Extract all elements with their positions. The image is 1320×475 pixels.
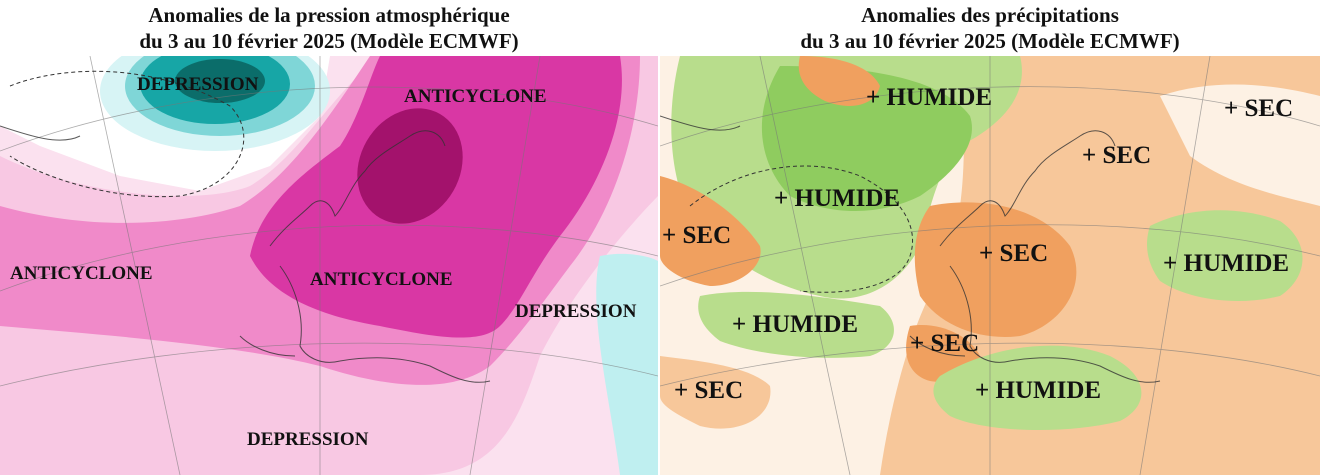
label-anticyclone-central-europe: ANTICYCLONE bbox=[310, 269, 453, 290]
label-humide-azores: + HUMIDE bbox=[732, 311, 859, 338]
label-sec-france: + SEC bbox=[979, 240, 1049, 267]
label-sec-west: + SEC bbox=[662, 222, 732, 249]
label-depression-east: DEPRESSION bbox=[515, 301, 637, 322]
label-anticyclone-atlantic: ANTICYCLONE bbox=[10, 263, 153, 284]
label-sec-northeast: + SEC bbox=[1224, 95, 1294, 122]
label-depression-south: DEPRESSION bbox=[247, 429, 369, 450]
pressure-anomaly-map: DEPRESSION ANTICYCLONE ANTICYCLONE ANTIC… bbox=[0, 56, 658, 475]
precipitation-anomaly-map: + HUMIDE + SEC + SEC + HUMIDE + SEC + SE… bbox=[660, 56, 1320, 475]
precip-map-title: Anomalies des précipitations du 3 au 10 … bbox=[660, 2, 1320, 54]
label-sec-scandinavia: + SEC bbox=[1082, 142, 1152, 169]
dry-spot-iceland bbox=[798, 56, 880, 106]
label-humide-atlantic: + HUMIDE bbox=[774, 185, 901, 212]
anomaly-contour bbox=[9, 70, 245, 198]
dry-zone-southwest bbox=[660, 356, 771, 429]
precip-title-line1: Anomalies des précipitations bbox=[861, 3, 1119, 27]
precip-coastlines bbox=[660, 115, 1161, 383]
label-sec-southwest: + SEC bbox=[674, 377, 744, 404]
precipitation-anomaly-panel: Anomalies des précipitations du 3 au 10 … bbox=[660, 0, 1320, 475]
label-depression-north: DEPRESSION bbox=[137, 74, 259, 95]
pressure-map-title: Anomalies de la pression atmosphérique d… bbox=[0, 2, 658, 54]
strong-negative-north bbox=[175, 59, 265, 103]
label-anticyclone-scandinavia: ANTICYCLONE bbox=[404, 86, 547, 107]
precip-map-canvas bbox=[660, 56, 1320, 475]
pressure-title-line1: Anomalies de la pression atmosphérique bbox=[148, 3, 510, 27]
precip-title-line2: du 3 au 10 février 2025 (Modèle ECMWF) bbox=[800, 29, 1180, 53]
pressure-coastlines bbox=[0, 125, 491, 383]
pressure-anomaly-panel: Anomalies de la pression atmosphérique d… bbox=[0, 0, 658, 475]
dry-zone-france bbox=[914, 202, 1077, 337]
pressure-map-canvas bbox=[0, 56, 658, 475]
label-humide-north: + HUMIDE bbox=[866, 84, 993, 111]
precip-grid bbox=[660, 56, 1320, 475]
pressure-title-line2: du 3 au 10 février 2025 (Modèle ECMWF) bbox=[139, 29, 519, 53]
weak-negative-east bbox=[596, 253, 658, 475]
wet-zone-azores bbox=[698, 291, 894, 358]
wet-zone-atlantic-core bbox=[761, 66, 972, 211]
label-sec-iberia: + SEC bbox=[910, 330, 980, 357]
strong-positive-core bbox=[357, 108, 463, 224]
label-humide-east: + HUMIDE bbox=[1163, 250, 1290, 277]
label-humide-mediterranean: + HUMIDE bbox=[975, 377, 1102, 404]
dry-zone-west bbox=[660, 176, 761, 286]
pressure-grid bbox=[0, 56, 658, 475]
wet-zone-east bbox=[1147, 210, 1303, 301]
wet-zone-mediterranean bbox=[933, 345, 1142, 431]
